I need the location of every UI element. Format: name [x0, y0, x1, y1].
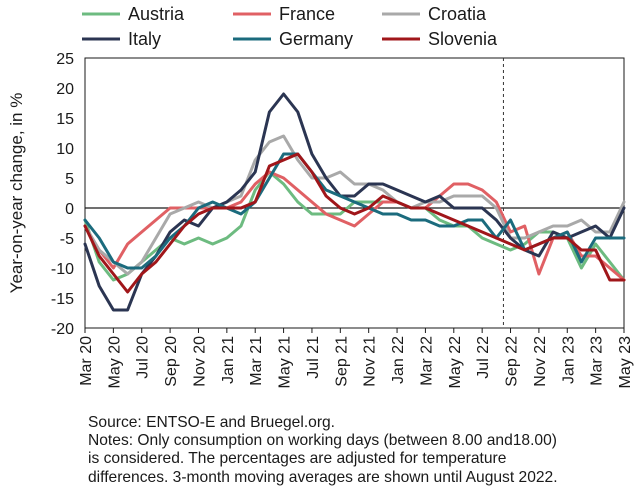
x-tick-label: Nov 21 — [362, 336, 379, 387]
x-tick-label: Nov 22 — [532, 336, 549, 387]
legend-label-slovenia: Slovenia — [428, 29, 498, 49]
x-tick-label: Mar 22 — [418, 336, 435, 386]
y-axis-label: Year-on-year change, in % — [7, 93, 26, 294]
x-tick-label: Mar 20 — [78, 336, 95, 386]
series-line-italy — [83, 92, 626, 312]
x-tick-label: Jan 23 — [560, 336, 577, 384]
x-tick-label: Jan 22 — [390, 336, 407, 384]
x-tick-label: May 23 — [617, 336, 634, 389]
series-line-france — [83, 170, 626, 282]
chart-notes: Source: ENTSO-E and Bruegel.org. Notes: … — [88, 414, 633, 487]
x-tick-label: Sep 20 — [163, 336, 180, 387]
x-tick-label: Jan 21 — [220, 336, 237, 384]
x-tick-label: Mar 21 — [248, 336, 265, 386]
y-tick-label: 0 — [65, 201, 74, 218]
source-text: Source: ENTSO-E and Bruegel.org. — [88, 414, 336, 431]
x-tick-label: Sep 22 — [504, 336, 521, 387]
y-tick-label: -15 — [51, 291, 74, 308]
x-tick-label: Sep 21 — [333, 336, 350, 387]
legend-label-germany: Germany — [279, 29, 353, 49]
x-axis-ticks: Mar 20 May 20 Jul 20 Sep 20 Nov 20 Jan 21 Mar … — [78, 328, 634, 388]
legend: Austria France Croatia Italy Germany Slovenia — [82, 4, 498, 49]
y-tick-label: 20 — [56, 81, 74, 98]
x-tick-label: Mar 23 — [589, 336, 606, 386]
y-tick-label: -20 — [51, 321, 74, 338]
x-tick-label: Jul 22 — [475, 336, 492, 379]
y-tick-label: -5 — [60, 231, 74, 248]
series-line-slovenia — [83, 152, 626, 294]
y-tick-label: 25 — [56, 51, 74, 68]
y-tick-label: -10 — [51, 261, 74, 278]
line-chart: Austria France Croatia Italy Germany Slovenia… — [7, 4, 634, 388]
x-tick-label: Nov 20 — [191, 336, 208, 387]
notes-line-2: is considered. The percentages are adjus… — [88, 450, 507, 468]
x-tick-label: May 21 — [277, 336, 294, 389]
legend-label-france: France — [279, 4, 335, 24]
notes-line-3: differences. 3-month moving averages are… — [88, 468, 558, 486]
legend-label-italy: Italy — [128, 29, 161, 49]
series-lines — [83, 92, 626, 312]
plot-area — [84, 57, 625, 329]
x-tick-label: Jul 20 — [135, 336, 152, 379]
legend-label-croatia: Croatia — [428, 4, 487, 24]
x-tick-label: Jul 21 — [305, 336, 322, 379]
series-line-croatia — [83, 134, 626, 276]
legend-label-austria: Austria — [128, 4, 185, 24]
y-tick-label: 10 — [56, 141, 74, 158]
y-axis-ticks: 25 20 15 10 5 0 -5 -10 -15 -20 — [51, 51, 74, 338]
y-tick-label: 5 — [65, 171, 74, 188]
y-tick-label: 15 — [56, 111, 74, 128]
notes-line-1: Notes: Only consumption on working days … — [88, 432, 557, 450]
x-tick-label: May 22 — [447, 336, 464, 389]
x-tick-label: May 20 — [106, 336, 123, 389]
